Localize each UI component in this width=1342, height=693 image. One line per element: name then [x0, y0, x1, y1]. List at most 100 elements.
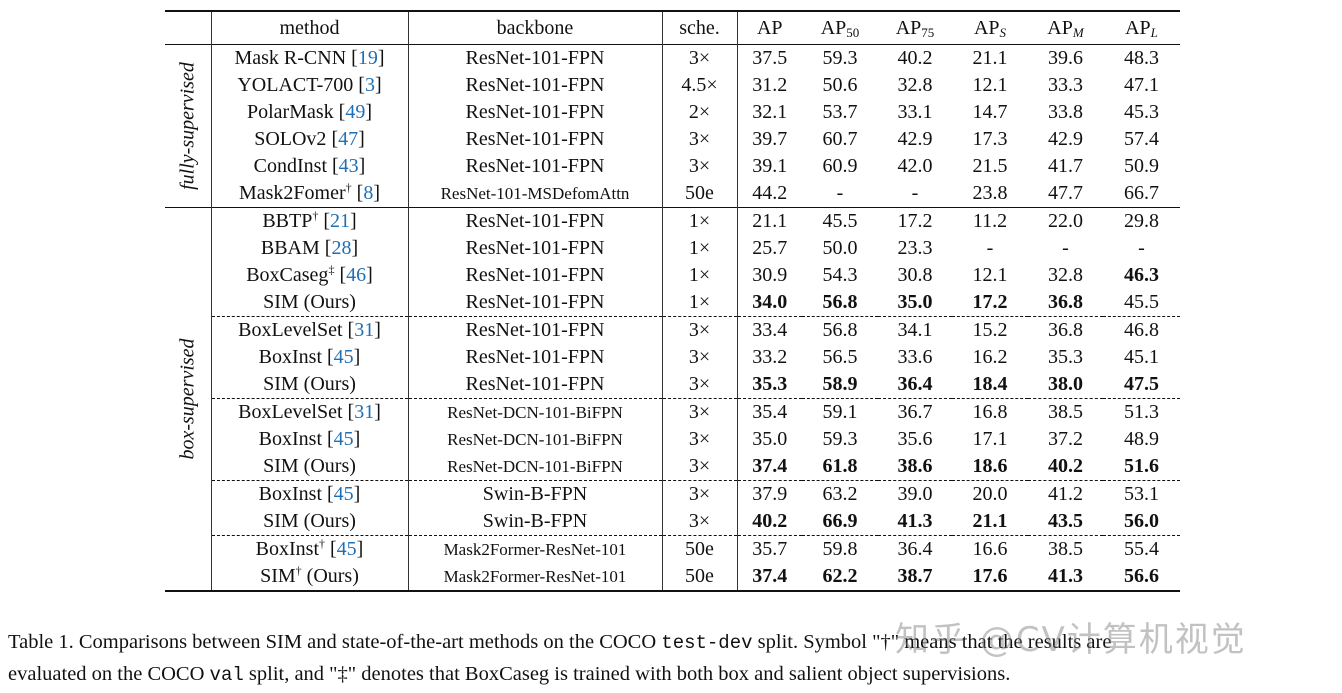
col-ap75: AP75 [895, 17, 935, 40]
method-name: CondInst [253, 155, 327, 177]
metric-cell-apm: 38.5 [1028, 535, 1103, 563]
table-row: BBAM [28] ResNet-101-FPN 1× 25.7 50.0 23.3 - - - [165, 235, 1180, 262]
metric-cell-apm: 38.0 [1048, 373, 1083, 395]
citation-link[interactable]: 8 [363, 182, 374, 204]
method-cell: CondInst [43] [210, 153, 408, 180]
method-marker: † [345, 180, 352, 195]
backbone-cell: ResNet-101-FPN [407, 153, 662, 180]
citation-link[interactable]: 46 [346, 264, 367, 286]
citation-link[interactable]: 45 [333, 428, 354, 450]
citation-link[interactable]: 31 [354, 319, 375, 341]
citation-link[interactable]: 31 [354, 401, 375, 423]
metric-cell-apm: 42.9 [1048, 128, 1083, 150]
citation-link[interactable]: 45 [333, 483, 354, 505]
metric-cell-apm: 32.8 [1048, 264, 1083, 286]
method-name: Mask R-CNN [234, 47, 347, 69]
schedule-cell: 3× [661, 480, 737, 508]
metric-cell-ap: 30.9 [736, 262, 802, 289]
citation-link[interactable]: 43 [338, 155, 359, 177]
citation-link[interactable]: 3 [364, 74, 375, 96]
method-name: BoxCaseg [246, 264, 329, 286]
table-row: fully-supervised Mask R-CNN [19] ResNet-10… [165, 44, 1180, 208]
method-cell: BoxInst [45] [210, 426, 408, 453]
citation-link[interactable]: 45 [336, 538, 357, 560]
metric-cell-aps: 14.7 [972, 101, 1008, 123]
metric-cell-aps: - [986, 237, 994, 259]
metric-cell-apl: 55.4 [1103, 535, 1180, 563]
schedule-cell: 1× [661, 207, 737, 235]
metric-cell-ap75: 36.4 [897, 373, 933, 395]
citation-link[interactable]: 47 [338, 128, 359, 150]
group-label-cell: box-supervised [165, 207, 211, 592]
method-marker: † [319, 536, 325, 551]
method-name: SIM (Ours) [263, 455, 356, 477]
metric-cell-ap75: 42.0 [897, 155, 933, 177]
method-name: BoxInst [255, 538, 319, 560]
schedule-cell: 3× [661, 453, 737, 481]
metric-cell-ap: 32.1 [736, 99, 802, 126]
metric-cell-ap75: 38.7 [878, 563, 952, 592]
backbone-cell: Mask2Former-ResNet-101 [407, 563, 662, 592]
metric-cell-ap75: 33.1 [897, 101, 933, 123]
method-cell: BoxInst [45] [210, 344, 408, 371]
metric-cell-ap75: 39.0 [878, 480, 952, 508]
backbone-cell: ResNet-DCN-101-BiFPN [407, 426, 662, 453]
method-name: Mask2Fomer [238, 182, 346, 204]
citation-link[interactable]: 28 [331, 237, 352, 259]
table-row: BoxLevelSet [31] ResNet-DCN-101-BiFPN 3× 35… [165, 398, 1180, 426]
schedule-cell: 50e [661, 563, 737, 592]
backbone-cell: ResNet-101-FPN [407, 44, 662, 72]
metric-cell-apl: 47.1 [1124, 74, 1159, 96]
col-ap50: AP50 [820, 17, 860, 40]
col-ap: AP [736, 11, 802, 45]
citation-link[interactable]: 45 [333, 346, 354, 368]
method-cell: BoxInst† [45] [210, 535, 408, 563]
metric-cell-apl: 45.1 [1124, 346, 1159, 368]
method-name: BoxLevelSet [238, 401, 343, 423]
metric-cell-apm: - [1062, 237, 1069, 259]
metric-cell-apl: 48.9 [1124, 428, 1159, 450]
method-cell: BoxInst [45] [210, 480, 408, 508]
method-marker: † [312, 208, 319, 223]
method-name: BoxLevelSet [238, 319, 343, 341]
group-label: fully-supervised [176, 62, 199, 190]
metric-cell-apl: 45.3 [1124, 101, 1159, 123]
metric-cell-ap: 35.0 [736, 426, 802, 453]
citation-link[interactable]: 49 [345, 101, 366, 123]
schedule-cell: 3× [661, 316, 737, 344]
table-row: CondInst [43] ResNet-101-FPN 3× 39.1 60.9 42.… [165, 153, 1180, 180]
backbone-cell: Swin-B-FPN [407, 480, 662, 508]
metric-cell-apl: 57.4 [1124, 128, 1159, 150]
metric-cell-ap75: - [911, 182, 919, 204]
metric-cell-apm: 41.3 [1028, 563, 1103, 592]
metric-cell-ap: 39.1 [736, 153, 802, 180]
metric-cell-apl: 56.6 [1103, 563, 1180, 592]
metric-cell-aps: 15.2 [952, 316, 1028, 344]
table-row: SIM (Ours) Swin-B-FPN 3× 40.2 66.9 41.3 21.1 43… [165, 508, 1180, 536]
table-row: PolarMask [49] ResNet-101-FPN 2× 32.1 53.7 33… [165, 99, 1180, 126]
metric-cell-aps: 17.6 [952, 563, 1028, 592]
metric-cell-apm: 47.7 [1048, 182, 1083, 204]
metric-cell-ap: 40.2 [736, 508, 802, 536]
table-row: SOLOv2 [47] ResNet-101-FPN 3× 39.7 60.7 42.9 1… [165, 126, 1180, 153]
method-name: BoxInst [258, 428, 322, 450]
citation-link[interactable]: 21 [330, 210, 351, 232]
backbone-cell: ResNet-101-FPN [407, 126, 662, 153]
table-row: SIM† (Ours) Mask2Former-ResNet-101 50e 37.4… [165, 563, 1180, 592]
metric-cell-ap75: 40.2 [878, 44, 952, 72]
backbone-cell: ResNet-101-FPN [407, 235, 662, 262]
results-table: method backbone sche. AP AP50 AP75 APS A… [165, 10, 1180, 592]
method-name: SIM [260, 565, 296, 587]
citation-link[interactable]: 19 [357, 47, 378, 69]
schedule-cell: 3× [661, 426, 737, 453]
schedule-cell: 3× [661, 398, 737, 426]
metric-cell-apm: 22.0 [1028, 207, 1103, 235]
metric-cell-apl: - [1138, 237, 1145, 259]
metric-cell-apl: 51.3 [1103, 398, 1180, 426]
metric-cell-ap75: 33.6 [897, 346, 933, 368]
group-label-cell: fully-supervised [165, 44, 211, 208]
method-cell: YOLACT-700 [3] [210, 72, 408, 99]
schedule-cell: 3× [661, 371, 737, 399]
metric-cell-ap50: 61.8 [822, 455, 858, 477]
backbone-cell: ResNet-101-FPN [407, 289, 662, 317]
